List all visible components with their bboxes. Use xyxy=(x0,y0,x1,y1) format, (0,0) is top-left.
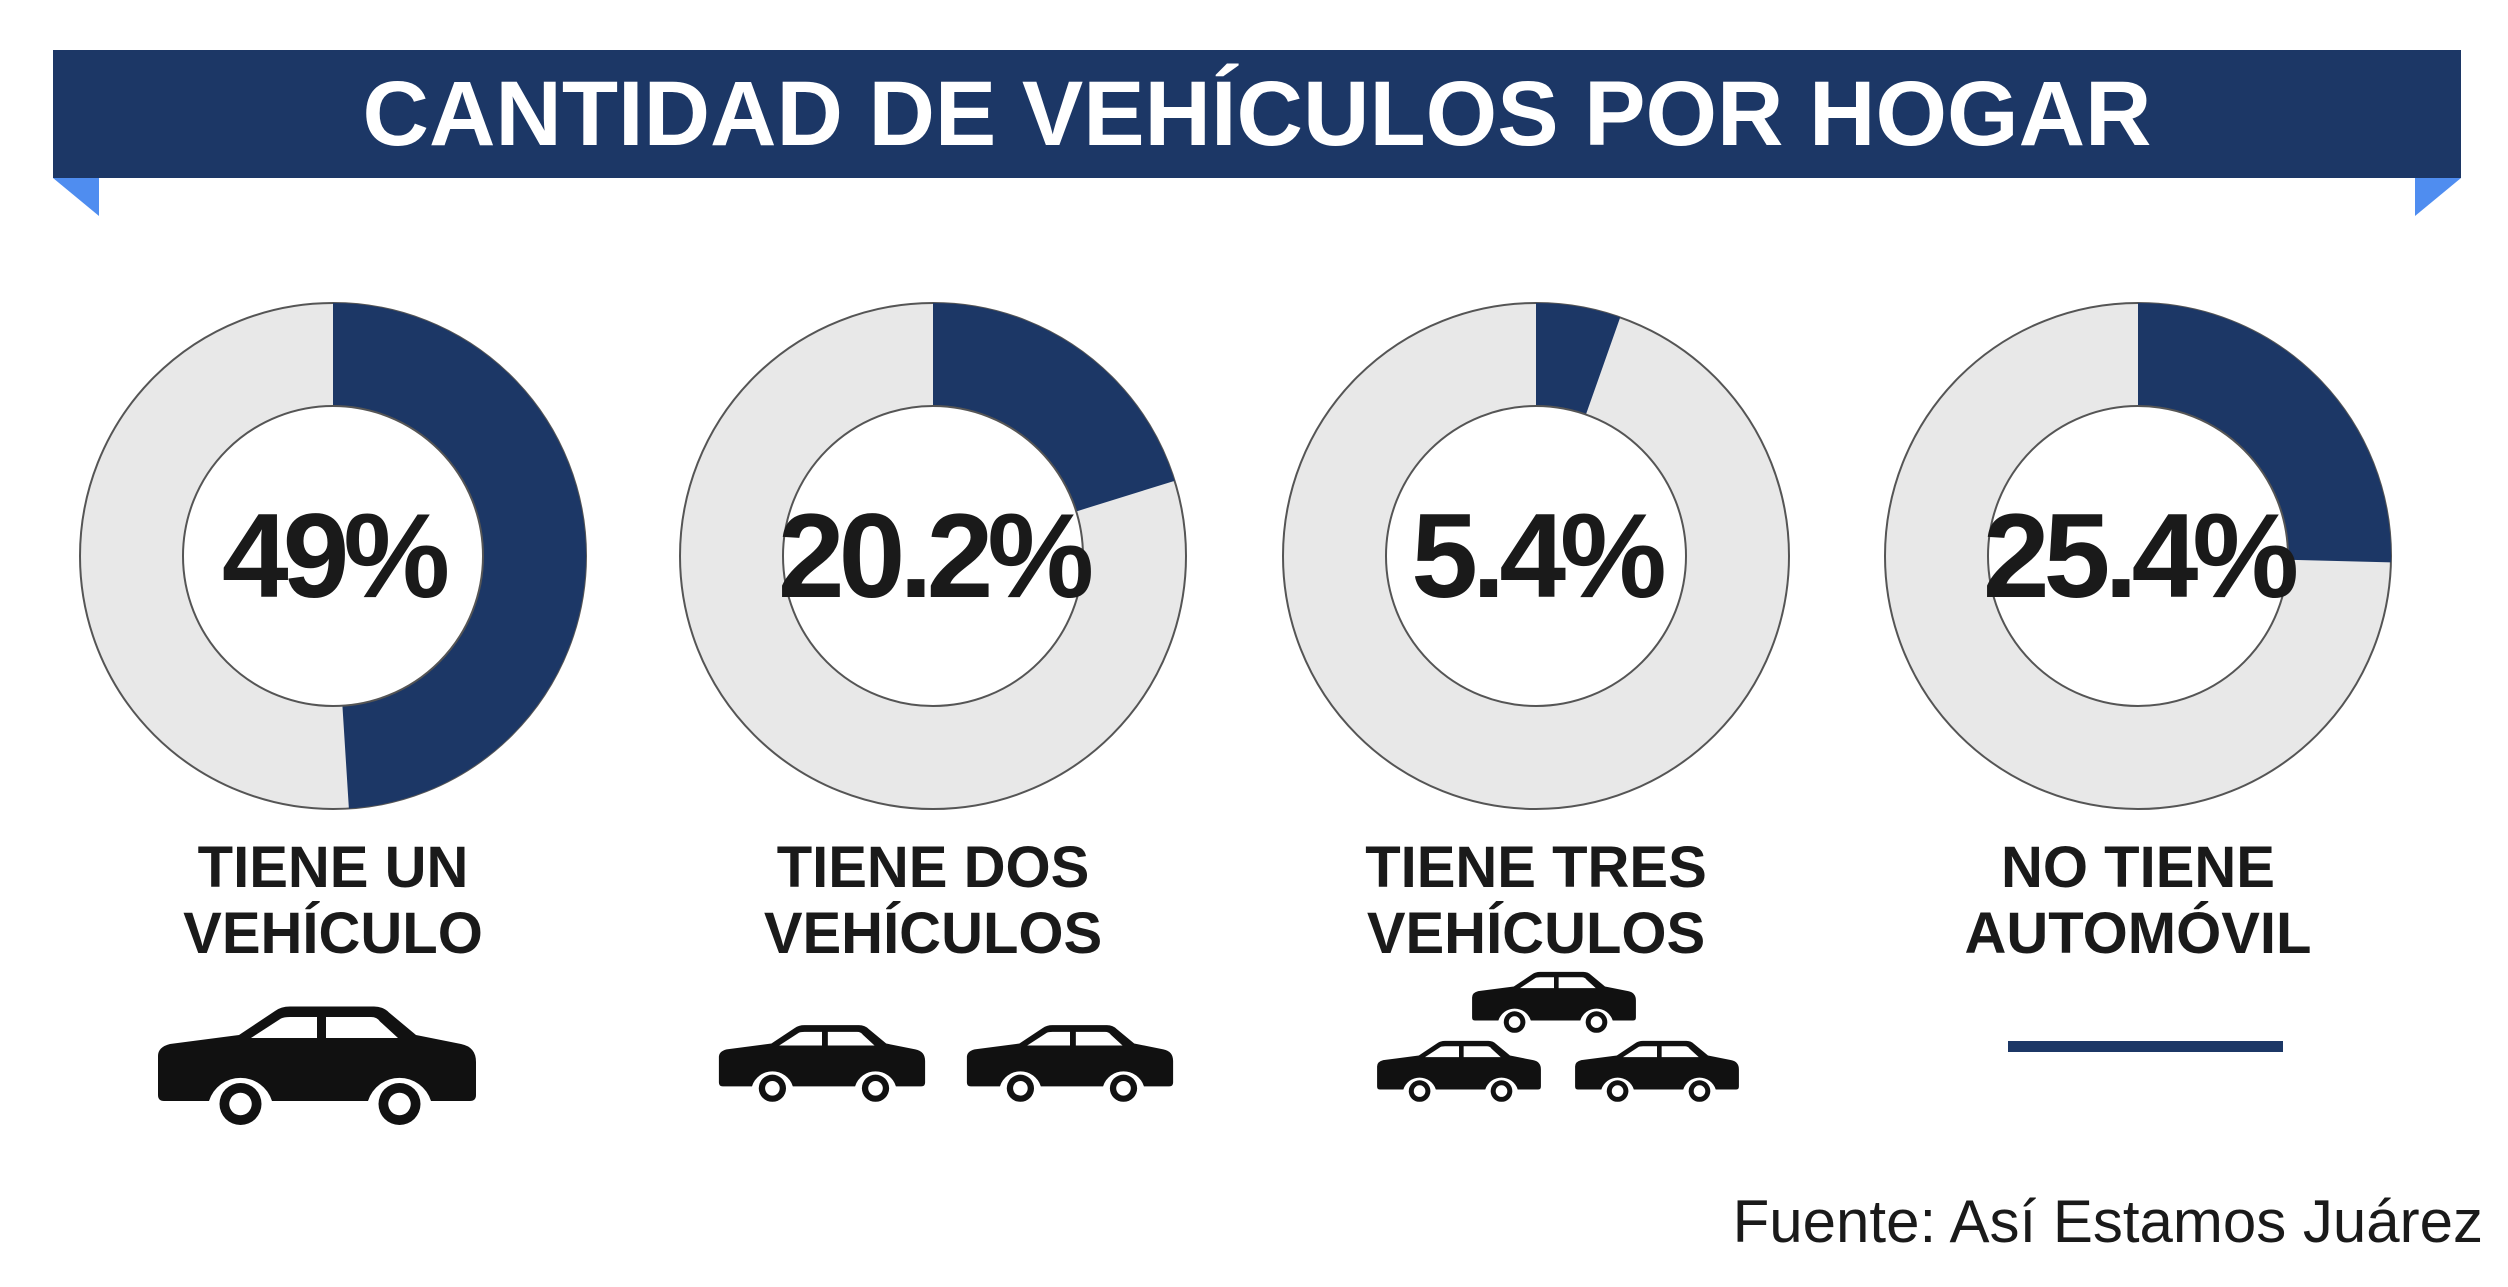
category-label-line: AUTOMÓVIL xyxy=(1964,901,2312,966)
donut-segment xyxy=(1536,303,1621,415)
donut-hole xyxy=(182,405,484,707)
panel-one-vehicle: 49% TIENE UN VEHÍCULO xyxy=(33,0,633,1180)
category-label: TIENE UN VEHÍCULO xyxy=(33,835,633,967)
car-icon xyxy=(1572,1040,1742,1102)
donut-hole xyxy=(1987,405,2289,707)
title-banner: CANTIDAD DE VEHÍCULOS POR HOGAR xyxy=(53,50,2461,178)
donut-segment xyxy=(333,303,586,809)
category-label: TIENE TRES VEHÍCULOS xyxy=(1236,835,1836,967)
category-label: NO TIENE AUTOMÓVIL xyxy=(1838,835,2438,967)
banner-fold-right xyxy=(2415,178,2461,216)
source-note: Fuente: Así Estamos Juárez xyxy=(1732,1188,2483,1255)
category-label-line: NO TIENE xyxy=(2001,835,2275,900)
chart-title: CANTIDAD DE VEHÍCULOS POR HOGAR xyxy=(362,63,2152,165)
panel-two-vehicles: 20.2% TIENE DOS VEHÍCULOS xyxy=(633,0,1233,1180)
category-label: TIENE DOS VEHÍCULOS xyxy=(633,835,1233,967)
donut-chart xyxy=(1282,302,1790,810)
category-label-line: VEHÍCULO xyxy=(183,901,483,966)
donut-chart xyxy=(79,302,587,810)
category-label-line: TIENE DOS xyxy=(776,835,1090,900)
donut-segment xyxy=(933,303,1175,512)
category-label-line: TIENE UN xyxy=(197,835,469,900)
donut-value-label: 49% xyxy=(221,489,450,623)
car-icon xyxy=(963,1024,1177,1102)
donut-value-label: 25.4% xyxy=(1982,489,2299,623)
donut-chart xyxy=(679,302,1187,810)
category-label-line: TIENE TRES xyxy=(1365,835,1707,900)
car-icon xyxy=(1469,971,1639,1033)
category-label-line: VEHÍCULOS xyxy=(1366,901,1706,966)
dash-icon xyxy=(2008,1041,2283,1052)
car-icon xyxy=(1374,1040,1544,1102)
donut-value-label: 5.4% xyxy=(1411,489,1667,623)
category-label-line: VEHÍCULOS xyxy=(763,901,1103,966)
car-icon xyxy=(715,1024,929,1102)
panel-three-vehicles: 5.4% TIENE TRES VEHÍCULOS xyxy=(1236,0,1836,1180)
donut-hole xyxy=(1385,405,1687,707)
donut-chart xyxy=(1884,302,2392,810)
donut-hole xyxy=(782,405,1084,707)
car-icon xyxy=(152,1005,482,1125)
donut-segment xyxy=(2138,303,2391,563)
donut-value-label: 20.2% xyxy=(777,489,1094,623)
panel-no-vehicle: 25.4% NO TIENE AUTOMÓVIL xyxy=(1838,0,2438,1180)
banner-fold-left xyxy=(53,178,99,216)
